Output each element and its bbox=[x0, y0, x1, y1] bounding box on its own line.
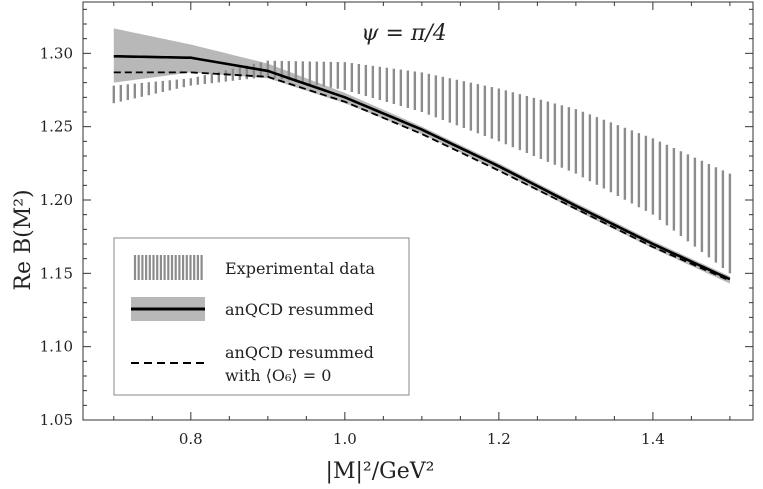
x-axis-label: |M|²/GeV² bbox=[326, 459, 435, 484]
y-tick-label: 1.30 bbox=[40, 44, 73, 62]
y-tick-label: 1.15 bbox=[40, 264, 73, 282]
y-tick-label: 1.20 bbox=[40, 191, 73, 209]
band-layer bbox=[112, 28, 732, 284]
x-tick-label: 0.8 bbox=[179, 430, 203, 448]
legend-experimental-swatch bbox=[133, 255, 203, 280]
legend-label-anqcd: anQCD resummed bbox=[225, 300, 374, 319]
y-tick-label: 1.10 bbox=[40, 338, 73, 356]
x-tick-label: 1.2 bbox=[487, 430, 511, 448]
y-tick-label: 1.25 bbox=[40, 118, 73, 136]
line-layer bbox=[113, 54, 731, 282]
legend-label-anqcd-o6-line1: anQCD resummed bbox=[225, 343, 374, 362]
legend: Experimental data anQCD resummed anQCD r… bbox=[113, 237, 410, 396]
tick-layer: 0.8 1.0 1.2 1.4 1.05 1.10 1.15 1.20 1.25 1.30 bbox=[40, 2, 753, 448]
y-axis-label: Re B(M²) bbox=[11, 189, 36, 290]
anqcd-band bbox=[113, 28, 730, 284]
plot-frame bbox=[82, 1, 754, 421]
chart-title: ψ = π/4 bbox=[361, 21, 447, 46]
legend-label-experimental: Experimental data bbox=[225, 259, 376, 278]
anqcd-resummed-line bbox=[113, 54, 731, 281]
x-tick-label: 1.0 bbox=[333, 430, 357, 448]
anqcd-o6-zero-dashed-line bbox=[113, 71, 731, 282]
legend-label-anqcd-o6-line2: with ⟨O₆⟩ = 0 bbox=[225, 366, 331, 385]
x-tick-label: 1.4 bbox=[641, 430, 665, 448]
y-tick-label: 1.05 bbox=[40, 411, 73, 429]
